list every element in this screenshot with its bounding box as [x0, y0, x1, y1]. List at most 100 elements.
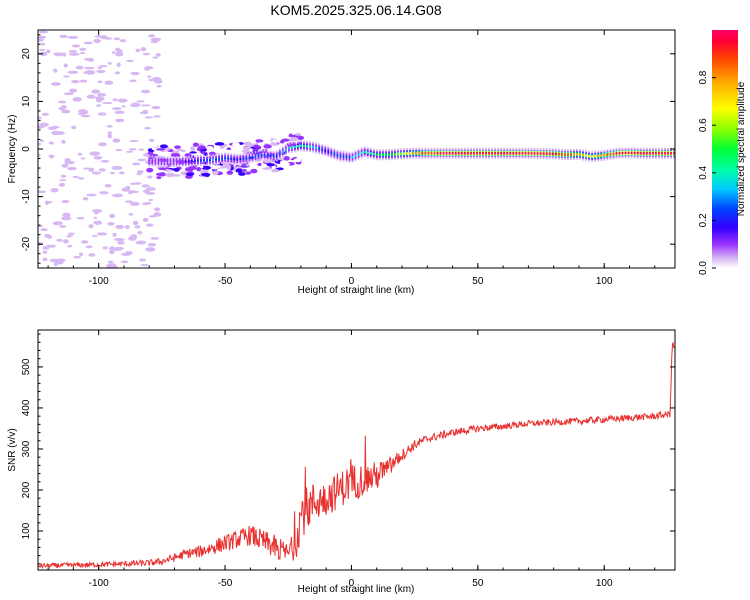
spectrogram-ridge-cell: [169, 158, 172, 166]
spectrogram-noise-blob: [49, 155, 54, 159]
spectrogram-noise-blob: [46, 244, 57, 248]
spectrogram-noise-blob: [79, 79, 88, 83]
spectrogram-noise-blob: [79, 52, 86, 55]
spectrogram-scatter-blob: [226, 147, 232, 151]
spectrogram-noise-blob: [156, 85, 162, 88]
spectrogram-noise-blob: [91, 89, 101, 94]
spectrogram-ridge-cell: [360, 151, 363, 155]
spectrogram-scatter-blob: [177, 159, 185, 165]
spectrogram-ridge-cell: [536, 152, 539, 155]
spectrogram-noise-blob: [62, 75, 70, 78]
spectrogram-ridge-cell: [148, 157, 151, 165]
spectrogram-ridge-cell: [275, 154, 278, 158]
spectrogram-noise-blob: [67, 35, 79, 39]
spectrogram-ridge-cell: [193, 159, 196, 163]
spectrogram-ridge-cell: [363, 150, 366, 154]
spectrogram-noise-blob: [144, 68, 150, 71]
spectrogram-ridge-cell: [254, 155, 257, 158]
snr-frame: [37, 329, 676, 571]
spectrogram-ridge-cell: [209, 158, 211, 162]
spectrogram-ridge-cell: [570, 153, 572, 156]
spectrogram-noise-blob: [53, 68, 58, 73]
spectrogram-noise-blob: [82, 197, 89, 201]
spectrogram-ridge-cell: [588, 154, 591, 158]
spectrogram-noise-blob: [38, 116, 42, 120]
spectrogram-ridge-cell: [394, 153, 396, 156]
spectrogram-ytick-label: -20: [21, 237, 32, 252]
spectrogram-noise-blob: [61, 199, 70, 204]
chart-title: KOM5.2025.325.06.14.G08: [270, 2, 441, 18]
spectrogram-noise-blob: [72, 175, 80, 179]
spectrogram-scatter-blob: [277, 167, 283, 171]
spectrogram-noise-blob: [111, 264, 118, 268]
spectrogram-ridge-cell: [260, 153, 263, 157]
spectrogram-scatter-blob: [212, 170, 219, 176]
spectrogram-ridge-cell: [227, 157, 230, 160]
spectrogram-ylabel: Frequency (Hz): [7, 115, 18, 184]
spectrogram-scatter-blob: [238, 172, 246, 176]
spectrogram-noise-blob: [67, 166, 77, 171]
spectrogram-ridge-cell: [518, 152, 521, 155]
spectrogram-scatter-blob: [235, 146, 245, 151]
spectrogram-noise-blob: [67, 244, 73, 248]
spectrogram-ridge-cell: [585, 154, 588, 157]
spectrogram-ridge-cell: [151, 157, 154, 165]
spectrogram-noise-blob: [88, 253, 96, 257]
spectrogram-scatter-blob: [245, 171, 252, 175]
spectrogram-noise-blob: [53, 262, 58, 266]
spectrogram-scatter-blob: [174, 145, 181, 150]
spectrogram-noise-blob: [63, 92, 74, 96]
spectrogram-ridge-cell: [397, 152, 399, 156]
spectrogram-ridge-cell: [615, 152, 618, 155]
spectrogram-ridge-cell: [348, 156, 351, 159]
spectrogram-noise-blob: [140, 264, 150, 267]
spectrogram-ridge-cell: [306, 145, 308, 148]
spectrogram-scatter-blob: [206, 145, 214, 151]
spectrogram-scatter-blob: [156, 148, 165, 151]
spectrogram-ridge-cell: [573, 153, 575, 156]
spectrogram-noise-blob: [71, 44, 81, 48]
spectrogram-ridge-cell: [621, 151, 624, 155]
spectrogram-noise-blob: [151, 105, 161, 110]
spectrogram-noise-blob: [77, 177, 85, 180]
spectrogram-scatter-blob: [293, 158, 302, 163]
spectrogram-ridge-cell: [424, 152, 427, 155]
spectrogram-noise-blob: [112, 232, 117, 237]
spectrogram-ridge-cell: [524, 152, 527, 155]
spectrogram-ridge-cell: [630, 151, 633, 155]
spectrogram-noise-blob: [120, 260, 129, 264]
spectrogram-noise-blob: [85, 245, 93, 249]
spectrogram-ridge-cell: [466, 152, 469, 155]
spectrogram-noise-blob: [50, 188, 59, 193]
spectrogram-scatter-blob: [173, 167, 180, 172]
spectrogram-noise-blob: [142, 52, 151, 56]
spectrogram-ridge-cell: [157, 157, 160, 165]
spectrogram-noise-blob: [53, 52, 65, 57]
colorbar-tick-label: 0.0: [698, 261, 709, 275]
spectrogram-noise-blob: [62, 212, 71, 218]
spectrogram-ridge-cell: [567, 153, 569, 156]
spectrogram-ridge-cell: [318, 147, 321, 150]
spectrogram-noise-blob: [95, 96, 105, 101]
spectrogram-noise-blob: [107, 133, 113, 139]
spectrogram-scatter-blob: [192, 142, 199, 147]
spectrogram-scatter-blob: [255, 139, 264, 143]
spectrogram-ridge-cell: [403, 152, 406, 155]
spectrogram-scatter-blob: [283, 156, 290, 161]
spectrogram-ridge-cell: [651, 152, 654, 155]
spectrogram-ridge-cell: [645, 152, 648, 155]
spectrogram-xtick-label: 50: [472, 276, 484, 287]
spectrogram-scatter-blob: [201, 165, 212, 170]
spectrogram-ytick-label: 0: [21, 146, 32, 152]
spectrogram-noise-blob: [42, 250, 48, 254]
spectrogram-noise-blob: [124, 200, 134, 203]
spectrogram-noise-blob: [47, 201, 53, 204]
spectrogram-ridge-cell: [436, 152, 439, 155]
snr-ytick-label: 500: [21, 358, 32, 375]
spectrogram-ridge-cell: [609, 153, 612, 156]
spectrogram-noise-blob: [58, 182, 66, 187]
spectrogram-scatter-blob: [260, 165, 266, 169]
spectrogram-ridge-cell: [639, 152, 642, 155]
spectrogram-ridge-cell: [218, 157, 220, 161]
